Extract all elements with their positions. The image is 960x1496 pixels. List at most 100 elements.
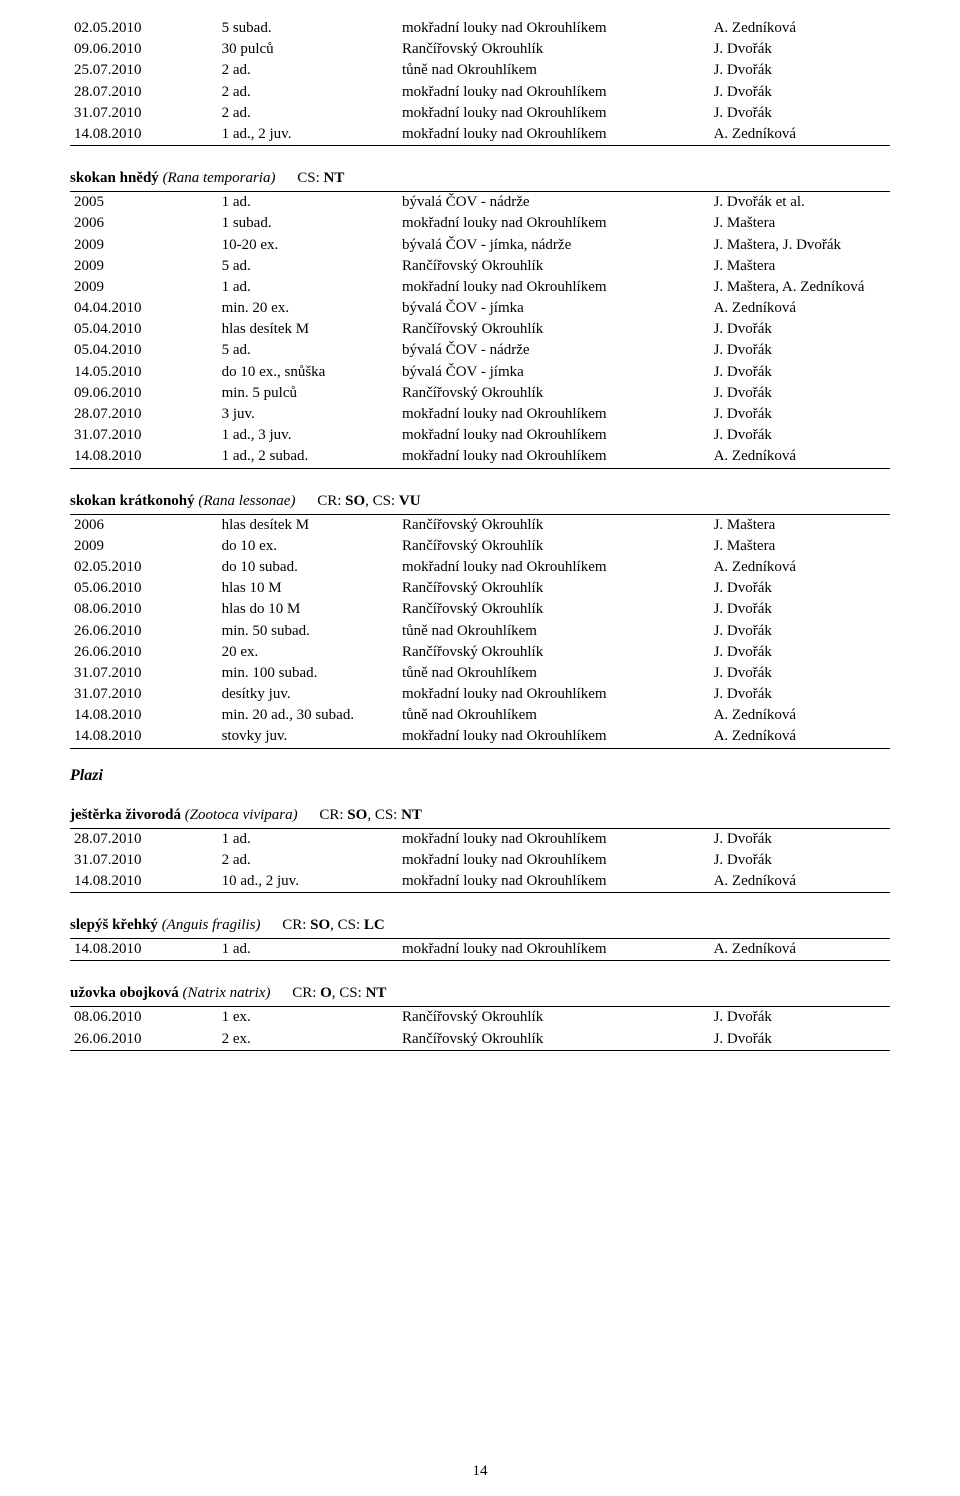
cell-date: 2006 (70, 213, 218, 234)
cell-location: mokřadní louky nad Okrouhlíkem (398, 726, 710, 748)
cell-date: 31.07.2010 (70, 850, 218, 871)
cell-count: min. 20 ex. (218, 298, 398, 319)
table-row: 26.06.2010 2 ex. Rančířovský Okrouhlík J… (70, 1029, 890, 1051)
species-name: skokan krátkonohý (70, 493, 195, 509)
species-name: užovka obojková (70, 985, 179, 1001)
cell-location: Rančířovský Okrouhlík (398, 578, 710, 599)
cell-observer: J. Dvořák et al. (710, 192, 890, 214)
cell-count: 2 ad. (218, 60, 398, 81)
species-container: skokan hnědý (Rana temporaria) CS: NT 20… (70, 156, 890, 749)
cell-count: 1 ad. (218, 939, 398, 961)
cell-count: min. 100 subad. (218, 663, 398, 684)
cell-observer: J. Maštera (710, 213, 890, 234)
cell-location: mokřadní louky nad Okrouhlíkem (398, 277, 710, 298)
table-row: 28.07.2010 3 juv. mokřadní louky nad Okr… (70, 404, 890, 425)
cell-location: mokřadní louky nad Okrouhlíkem (398, 684, 710, 705)
cell-observer: J. Dvořák (710, 1007, 890, 1029)
cell-observer: J. Dvořák (710, 103, 890, 124)
species-codes: CR: SO, CS: VU (299, 493, 420, 509)
cell-location: tůně nad Okrouhlíkem (398, 60, 710, 81)
cell-location: bývalá ČOV - jímka (398, 362, 710, 383)
cell-observer: J. Maštera (710, 514, 890, 536)
cell-date: 31.07.2010 (70, 103, 218, 124)
cell-date: 05.04.2010 (70, 319, 218, 340)
cell-date: 09.06.2010 (70, 39, 218, 60)
cell-observer: A. Zedníková (710, 726, 890, 748)
table-row: 2006 1 subad. mokřadní louky nad Okrouhl… (70, 213, 890, 234)
cell-date: 2005 (70, 192, 218, 214)
cell-location: mokřadní louky nad Okrouhlíkem (398, 404, 710, 425)
cell-location: Rančířovský Okrouhlík (398, 1007, 710, 1029)
cell-date: 2009 (70, 256, 218, 277)
cell-count: min. 5 pulců (218, 383, 398, 404)
cell-date: 02.05.2010 (70, 557, 218, 578)
cell-date: 31.07.2010 (70, 684, 218, 705)
table-row: 14.08.2010 1 ad. mokřadní louky nad Okro… (70, 939, 890, 961)
cell-date: 28.07.2010 (70, 82, 218, 103)
cell-observer: A. Zedníková (710, 446, 890, 468)
table-row: 09.06.2010 min. 5 pulců Rančířovský Okro… (70, 383, 890, 404)
table-row: 28.07.2010 1 ad. mokřadní louky nad Okro… (70, 828, 890, 850)
table-row: 04.04.2010 min. 20 ex. bývalá ČOV - jímk… (70, 298, 890, 319)
cell-observer: J. Maštera, A. Zedníková (710, 277, 890, 298)
cell-observer: A. Zedníková (710, 18, 890, 39)
cell-count: 1 ad., 2 subad. (218, 446, 398, 468)
table-row: 05.04.2010 hlas desítek M Rančířovský Ok… (70, 319, 890, 340)
cell-count: 1 ad., 2 juv. (218, 124, 398, 146)
cell-date: 14.08.2010 (70, 726, 218, 748)
species-name: slepýš křehký (70, 917, 158, 933)
cell-location: mokřadní louky nad Okrouhlíkem (398, 213, 710, 234)
cell-count: desítky juv. (218, 684, 398, 705)
cell-location: mokřadní louky nad Okrouhlíkem (398, 82, 710, 103)
table-row: 14.08.2010 min. 20 ad., 30 subad. tůně n… (70, 705, 890, 726)
table-row: 2005 1 ad. bývalá ČOV - nádrže J. Dvořák… (70, 192, 890, 214)
table-row: 2009 5 ad. Rančířovský Okrouhlík J. Mašt… (70, 256, 890, 277)
table-row: 31.07.2010 2 ad. mokřadní louky nad Okro… (70, 103, 890, 124)
cell-date: 08.06.2010 (70, 1007, 218, 1029)
cell-count: do 10 ex. (218, 536, 398, 557)
species-table: 08.06.2010 1 ex. Rančířovský Okrouhlík J… (70, 1006, 890, 1050)
cell-observer: J. Dvořák (710, 850, 890, 871)
cell-date: 14.08.2010 (70, 871, 218, 893)
cell-date: 14.08.2010 (70, 446, 218, 468)
cell-date: 25.07.2010 (70, 60, 218, 81)
cell-location: Rančířovský Okrouhlík (398, 383, 710, 404)
cell-location: Rančířovský Okrouhlík (398, 1029, 710, 1051)
cell-date: 02.05.2010 (70, 18, 218, 39)
species-latin: (Rana lessonae) (198, 493, 295, 509)
table-row: 08.06.2010 1 ex. Rančířovský Okrouhlík J… (70, 1007, 890, 1029)
cell-observer: J. Dvořák (710, 642, 890, 663)
cell-observer: J. Dvořák (710, 319, 890, 340)
table-row: 02.05.2010 do 10 subad. mokřadní louky n… (70, 557, 890, 578)
cell-count: hlas desítek M (218, 514, 398, 536)
species-table: 2005 1 ad. bývalá ČOV - nádrže J. Dvořák… (70, 191, 890, 468)
table-row: 25.07.2010 2 ad. tůně nad Okrouhlíkem J.… (70, 60, 890, 81)
table-row: 09.06.2010 30 pulců Rančířovský Okrouhlí… (70, 39, 890, 60)
table-row: 31.07.2010 desítky juv. mokřadní louky n… (70, 684, 890, 705)
table-row: 08.06.2010 hlas do 10 M Rančířovský Okro… (70, 599, 890, 620)
cell-count: 2 ad. (218, 850, 398, 871)
cell-date: 04.04.2010 (70, 298, 218, 319)
species-latin: (Rana temporaria) (163, 170, 276, 186)
cell-observer: A. Zedníková (710, 705, 890, 726)
table-row: 2009 do 10 ex. Rančířovský Okrouhlík J. … (70, 536, 890, 557)
cell-observer: J. Maštera, J. Dvořák (710, 235, 890, 256)
species-codes: CR: SO, CS: NT (301, 807, 422, 823)
page-number: 14 (0, 1463, 960, 1480)
cell-location: Rančířovský Okrouhlík (398, 39, 710, 60)
cell-location: mokřadní louky nad Okrouhlíkem (398, 871, 710, 893)
cell-count: 1 subad. (218, 213, 398, 234)
table-row: 14.08.2010 stovky juv. mokřadní louky na… (70, 726, 890, 748)
cell-date: 2009 (70, 536, 218, 557)
cell-date: 2006 (70, 514, 218, 536)
table-row: 2006 hlas desítek M Rančířovský Okrouhlí… (70, 514, 890, 536)
cell-location: mokřadní louky nad Okrouhlíkem (398, 828, 710, 850)
cell-count: 20 ex. (218, 642, 398, 663)
cell-observer: J. Dvořák (710, 383, 890, 404)
table-row: 31.07.2010 2 ad. mokřadní louky nad Okro… (70, 850, 890, 871)
cell-location: tůně nad Okrouhlíkem (398, 663, 710, 684)
species-heading: skokan krátkonohý (Rana lessonae) CR: SO… (70, 479, 890, 514)
species-latin: (Zootoca vivipara) (185, 807, 298, 823)
cell-location: Rančířovský Okrouhlík (398, 514, 710, 536)
cell-location: bývalá ČOV - nádrže (398, 340, 710, 361)
